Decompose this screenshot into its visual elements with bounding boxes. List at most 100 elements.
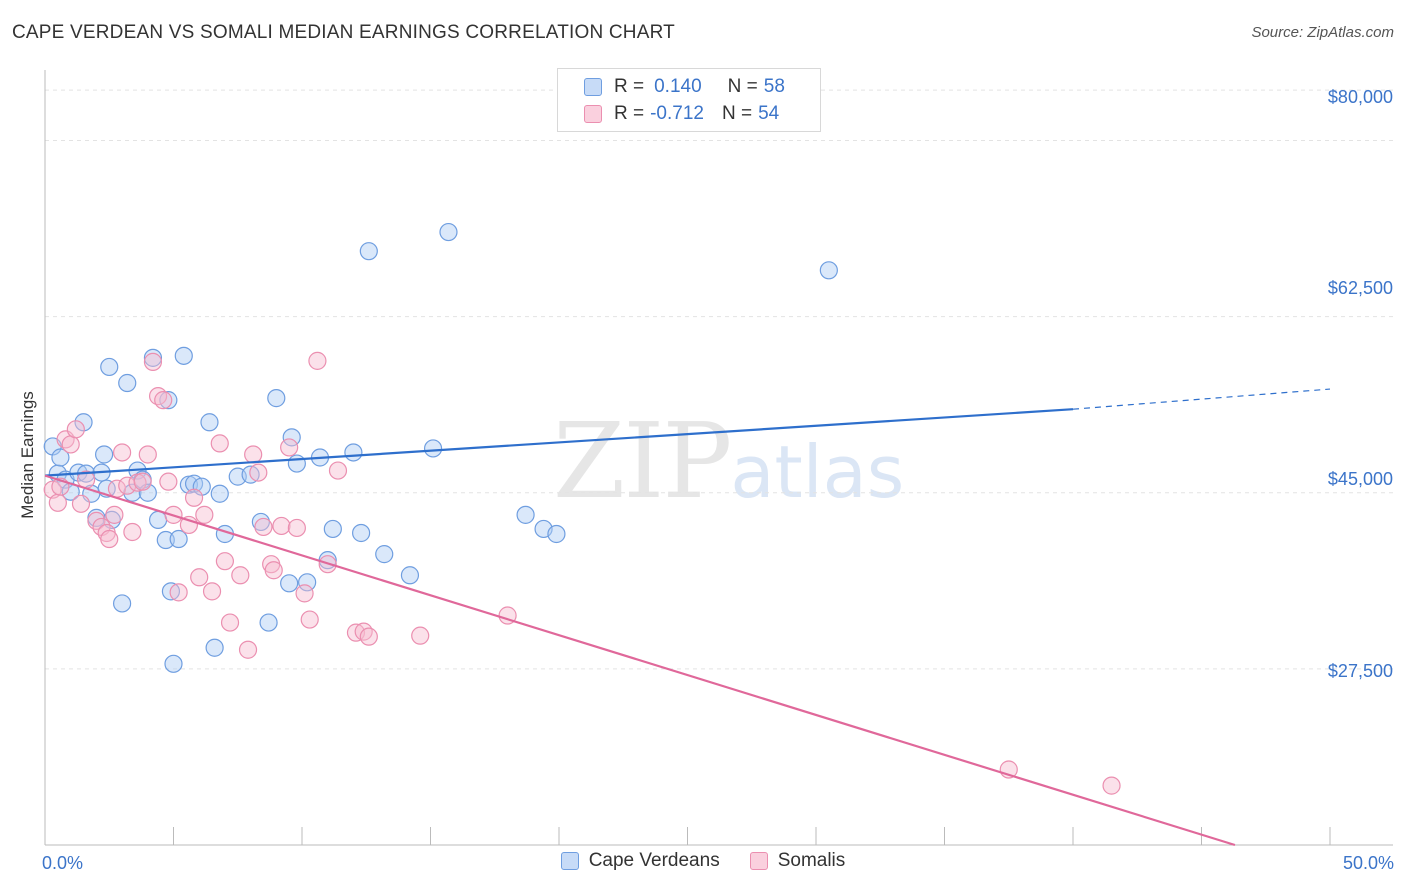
legend-swatch-blue [584, 78, 602, 96]
legend-swatch-pink [584, 105, 602, 123]
legend-label: Cape Verdeans [588, 850, 720, 871]
cape-verdean-point-11 [95, 445, 114, 464]
legend-row-cape-verdeans: R = 0.140 N = 58 [584, 74, 785, 100]
r-value: 0.140 [654, 76, 702, 97]
legend-swatch-blue [560, 852, 579, 870]
legend-item-somalis[interactable]: Somalis [749, 850, 846, 872]
cape-verdean-point-34 [210, 484, 229, 503]
n-value: 54 [758, 103, 780, 124]
cape-verdean-point-50 [359, 242, 378, 261]
somali-point-51 [359, 627, 378, 646]
somali-point-32 [215, 552, 234, 571]
watermark-zip: ZIP [553, 400, 732, 522]
somali-point-31 [210, 434, 229, 453]
cape-verdean-point-51 [375, 545, 394, 564]
cape-verdean-point-43 [287, 454, 306, 473]
somali-trend-line [44, 474, 1236, 847]
cape-verdean-trend-line [44, 408, 1074, 477]
somali-point-27 [184, 488, 204, 507]
somali-point-44 [295, 584, 314, 603]
stats-legend: R = 0.140 N = 58 R = -0.712 N = 54 [557, 68, 821, 132]
cape-verdean-point-57 [547, 524, 566, 544]
cape-verdean-point-41 [280, 574, 299, 593]
somali-point-48 [328, 461, 348, 480]
somali-point-50 [354, 622, 373, 641]
cape-verdean-point-33 [205, 638, 224, 657]
cape-verdean-point-48 [344, 443, 363, 462]
somali-point-20 [143, 352, 163, 371]
somali-point-37 [249, 463, 268, 482]
somali-point-55 [1102, 776, 1121, 795]
somali-point-52 [411, 626, 430, 645]
somali-point-45 [300, 610, 319, 629]
r-value: -0.712 [650, 103, 704, 124]
somali-point-19 [138, 445, 157, 464]
cape-verdean-trend-extension [1072, 388, 1331, 410]
somali-point-14 [112, 443, 132, 462]
cape-verdean-point-28 [174, 346, 193, 365]
legend-swatch-pink [749, 852, 768, 870]
legend-row-somalis: R = -0.712 N = 54 [584, 101, 779, 127]
somali-point-40 [264, 561, 283, 580]
n-label: N = [727, 76, 758, 97]
somali-point-22 [154, 391, 173, 410]
legend-item-cape-verdeans[interactable]: Cape Verdeans [560, 850, 720, 872]
somali-point-1 [48, 493, 67, 512]
y-tick-label-45000: $45,000 [1327, 469, 1393, 489]
r-label: R = [614, 103, 645, 124]
cape-verdean-point-24 [159, 391, 178, 410]
cape-verdean-point-47 [323, 519, 342, 539]
legend-label: Somalis [777, 850, 846, 871]
cape-verdean-point-26 [164, 654, 183, 673]
cape-verdean-point-23 [156, 530, 175, 550]
cape-verdean-point-53 [423, 439, 443, 458]
watermark: ZIPatlas [553, 400, 904, 522]
somali-point-28 [190, 568, 209, 587]
cape-verdean-point-58 [819, 261, 838, 280]
somali-point-38 [254, 517, 273, 537]
cape-verdean-point-13 [100, 357, 119, 377]
y-tick-label-80000: $80,000 [1327, 87, 1393, 107]
chart-title: CAPE VERDEAN VS SOMALI MEDIAN EARNINGS C… [12, 22, 675, 43]
cape-verdean-point-49 [352, 523, 371, 543]
somali-point-4 [61, 435, 80, 454]
somali-point-6 [71, 494, 91, 513]
cape-verdean-point-39 [259, 613, 278, 632]
somali-point-43 [287, 518, 306, 538]
somali-point-36 [244, 445, 263, 464]
somali-point-41 [272, 516, 291, 536]
somali-point-5 [66, 420, 85, 439]
cape-verdean-point-27 [169, 529, 188, 549]
x-tick-label-max: 50.0% [1342, 853, 1394, 873]
x-tick-label-min: 0.0% [42, 853, 84, 873]
cape-verdean-point-32 [200, 413, 219, 432]
cape-verdean-point-25 [161, 582, 181, 601]
somali-point-42 [280, 438, 299, 457]
cape-verdean-point-54 [439, 222, 458, 242]
somali-point-25 [169, 583, 188, 602]
somali-point-33 [220, 613, 240, 632]
somali-point-12 [105, 505, 124, 524]
somali-point-30 [202, 582, 222, 601]
cape-verdean-point-2 [51, 448, 70, 467]
cape-verdean-point-40 [267, 389, 286, 408]
series-legend: Cape Verdeans Somalis [0, 850, 1406, 872]
r-label: R = [614, 76, 645, 97]
cape-verdean-point-21 [143, 348, 163, 367]
cape-verdean-point-55 [516, 505, 535, 524]
somali-point-18 [133, 472, 152, 491]
n-label: N = [721, 103, 753, 124]
source-label: Source: ZipAtlas.com [1251, 24, 1394, 41]
somali-point-23 [159, 472, 178, 491]
somali-point-34 [231, 566, 250, 585]
cape-verdean-point-15 [112, 594, 132, 613]
cape-verdean-point-52 [400, 566, 420, 585]
watermark-atlas: atlas [730, 430, 905, 514]
somali-point-35 [238, 640, 258, 659]
y-tick-label-27500: $27,500 [1327, 661, 1393, 681]
cape-verdean-point-22 [148, 510, 168, 530]
cape-verdean-point-6 [74, 413, 93, 432]
cape-verdean-point-44 [298, 573, 317, 592]
y-tick-label-62500: $62,500 [1327, 278, 1393, 298]
